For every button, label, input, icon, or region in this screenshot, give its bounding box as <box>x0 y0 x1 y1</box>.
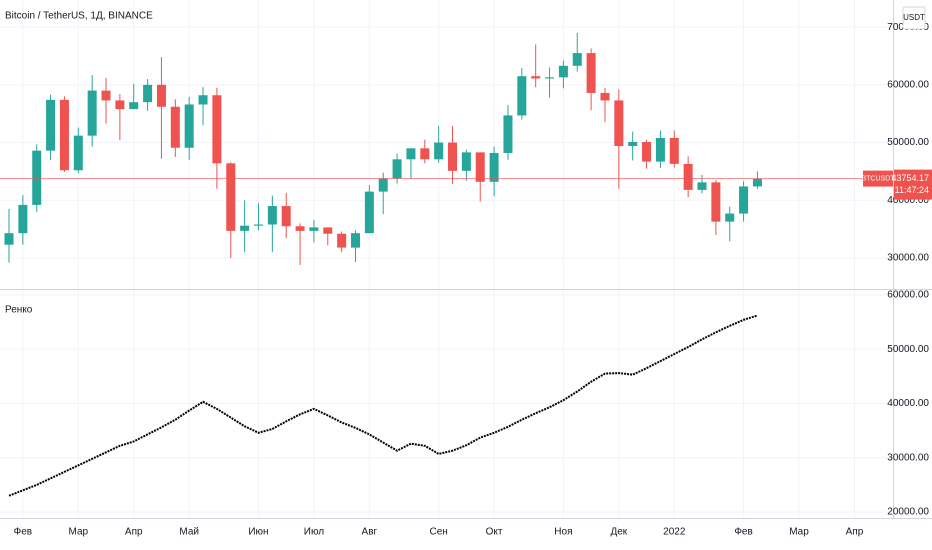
candle-body <box>212 95 222 164</box>
y-tick-label: 40000.00 <box>887 398 929 409</box>
x-tick-label: Мар <box>69 527 89 538</box>
symbol-badge <box>863 170 893 187</box>
candle-body <box>240 225 250 231</box>
candle-body <box>392 159 402 179</box>
chart-title: Bitcoin / TetherUS, 1Д, BINANCE <box>5 11 153 22</box>
candle-body <box>87 90 97 136</box>
y-tick-label: 40000.00 <box>887 195 929 206</box>
candle-body <box>655 137 665 162</box>
candle-body <box>198 95 208 105</box>
candle-body <box>461 152 471 171</box>
candle-body <box>364 191 374 234</box>
x-tick-label: Сен <box>430 527 448 538</box>
currency-button[interactable] <box>902 6 926 30</box>
candle-body <box>711 182 721 222</box>
candle-body <box>739 186 749 214</box>
candle-body <box>503 115 513 153</box>
x-tick-label: Апр <box>846 527 864 538</box>
candle-body <box>281 206 291 227</box>
candle-body <box>115 100 125 110</box>
candle-body <box>545 77 555 79</box>
renko-line <box>8 314 758 497</box>
candle-body <box>531 76 541 79</box>
price-badge <box>894 169 932 200</box>
y-tick-label: 50000.00 <box>887 344 929 355</box>
x-tick-label: Апр <box>125 527 143 538</box>
candle-body <box>752 178 762 187</box>
marks-layer <box>0 32 893 497</box>
candle-body <box>351 233 360 248</box>
x-tick-label: Фев <box>14 527 32 538</box>
candle-body <box>517 76 527 116</box>
symbol-label: BTCUSDT <box>861 175 895 182</box>
candle-body <box>378 178 388 192</box>
y-tick-label: 60000.00 <box>887 290 929 301</box>
y-tick-label: 30000.00 <box>887 253 929 264</box>
candle-body <box>628 141 638 147</box>
x-tick-label: Дек <box>610 527 627 538</box>
x-tick-label: Авг <box>362 527 378 538</box>
grid-layer <box>0 0 893 518</box>
candle-body <box>683 163 693 190</box>
candle-body <box>59 99 69 171</box>
candle-body <box>697 182 707 190</box>
candle-body <box>558 65 568 78</box>
candle-body <box>572 53 582 66</box>
x-tick-label: Ноя <box>554 527 572 538</box>
x-tick-label: Май <box>179 527 199 538</box>
candle-body <box>32 150 42 205</box>
y-tick-label: 30000.00 <box>887 452 929 463</box>
candle-body <box>295 226 305 231</box>
y-tick-label: 20000.00 <box>887 507 929 518</box>
candle-body <box>18 204 28 234</box>
candle-body <box>337 233 347 248</box>
last-price-label: 43754.17 <box>891 173 929 183</box>
countdown-label: 11:47:24 <box>895 185 929 195</box>
candle-body <box>475 152 485 182</box>
y-tick-label: 50000.00 <box>887 137 929 148</box>
candle-body <box>4 233 14 245</box>
candle-body <box>156 84 166 107</box>
candle-body <box>101 90 111 101</box>
candle-body <box>267 206 277 225</box>
candle-body <box>406 148 416 160</box>
candle-body <box>725 213 735 222</box>
candle-body <box>253 224 263 226</box>
candle-body <box>669 137 679 164</box>
candle-body <box>420 148 430 160</box>
candle-body <box>448 142 458 171</box>
x-tick-label: Июн <box>248 527 268 538</box>
candle-body <box>226 163 236 231</box>
indicator-label: Ренко <box>5 305 33 316</box>
candle-body <box>642 141 652 162</box>
x-tick-label: Окт <box>486 527 503 538</box>
candle-body <box>434 142 444 160</box>
x-tick-label: 2022 <box>663 527 686 538</box>
currency-label[interactable]: USDT <box>903 13 925 22</box>
candle-body <box>489 152 499 182</box>
x-tick-label: Июл <box>304 527 324 538</box>
candle-body <box>73 135 83 171</box>
x-tick-label: Мар <box>789 527 809 538</box>
y-tick-label: 60000.00 <box>887 79 929 90</box>
candle-body <box>46 99 56 151</box>
candle-body <box>129 102 139 110</box>
candle-body <box>586 53 596 93</box>
candle-body <box>309 227 319 231</box>
candle-body <box>600 92 610 101</box>
candle-body <box>614 100 624 147</box>
candle-body <box>323 227 333 234</box>
candle-body <box>143 84 153 103</box>
x-tick-label: Фев <box>734 527 752 538</box>
candle-body <box>184 104 194 148</box>
candle-body <box>170 106 180 148</box>
